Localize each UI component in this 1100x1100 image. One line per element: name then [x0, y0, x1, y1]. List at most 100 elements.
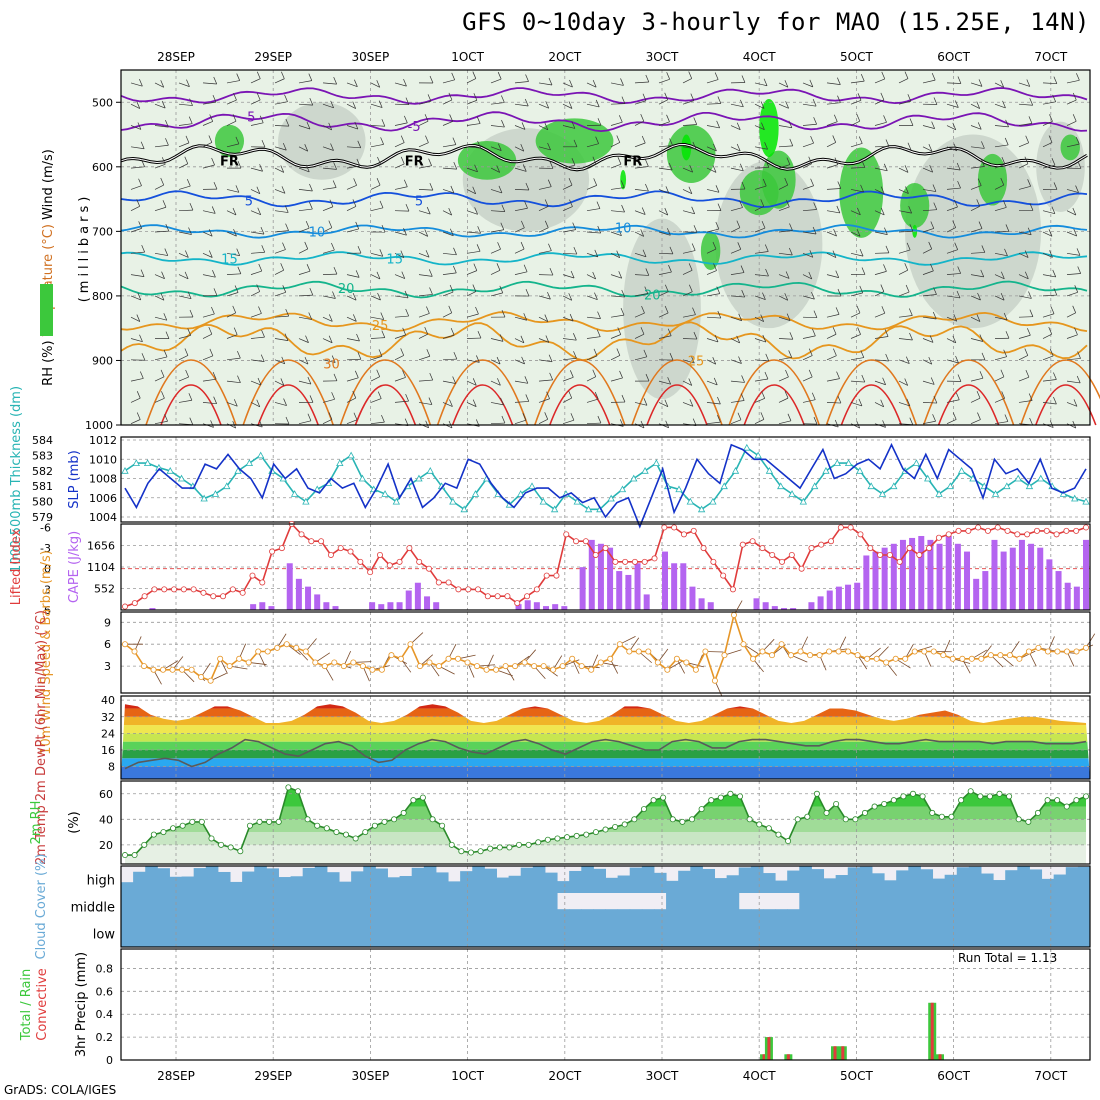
wind-barb [514, 271, 528, 275]
contour-label: 20 [338, 282, 355, 297]
wind-barb [284, 333, 289, 341]
wind-barb [1076, 73, 1080, 81]
wind-barb [802, 231, 817, 235]
wind-speed-line-point [607, 655, 614, 662]
wind-barb [472, 378, 477, 386]
wind-barb [394, 315, 409, 318]
cape-bar [607, 547, 614, 610]
wind-barb [714, 334, 719, 343]
wind-barb [717, 310, 722, 319]
wind-barb [760, 199, 765, 207]
thickness-line-point [991, 490, 1000, 497]
isotherm-arc [646, 384, 708, 426]
lifted-index-line-point [445, 579, 452, 586]
wind-barb [474, 207, 478, 215]
cloud-high-cell [145, 866, 158, 893]
cape-bar [561, 606, 568, 610]
wind-barb [185, 369, 189, 378]
wind-barb [377, 391, 382, 399]
wind-barb [658, 291, 669, 297]
wind-barb [881, 71, 886, 80]
y-tick-label: 600 [92, 161, 113, 174]
thickness-line-point [460, 505, 468, 513]
wind-barb [717, 96, 722, 104]
wind-barb [594, 292, 598, 300]
cloud-high-cell [532, 866, 546, 893]
wind-barb [957, 374, 962, 382]
wind-barb [376, 369, 381, 377]
rh2m-line-point [150, 831, 157, 838]
wind-barb [130, 185, 142, 190]
lifted-index-line-point [180, 586, 187, 593]
wind-barb [689, 399, 694, 407]
wind-speed-line-point [826, 648, 833, 655]
lifted-index-line-point [1063, 527, 1070, 534]
wind-barb [1026, 79, 1031, 87]
wind-barb [274, 269, 284, 275]
wind-barb [304, 356, 309, 365]
wind-barb [154, 420, 168, 425]
wind-barb [596, 201, 601, 209]
wind-speed-line-point [1083, 644, 1090, 651]
wind-barb [260, 354, 265, 362]
lifted-index-line-point [573, 538, 580, 545]
wind-barb [856, 114, 861, 122]
wind-barb [874, 167, 888, 172]
wind-barb [957, 180, 961, 189]
wind-barb [833, 114, 838, 122]
wind-barb [298, 80, 312, 84]
wind-speed-line-point [1054, 648, 1061, 655]
cloud-low-cell [423, 920, 437, 947]
wind-barb [933, 97, 938, 105]
wind-barb [909, 118, 914, 126]
rh-shading-area [666, 124, 716, 183]
wind-barb [994, 231, 1009, 233]
wind-barb [760, 314, 765, 322]
wind-barb [442, 79, 455, 84]
wind-barb [490, 422, 505, 425]
wind-barb [788, 350, 792, 358]
cape-bar [643, 594, 650, 610]
wind-barb [689, 165, 693, 173]
thickness-tick: 581 [32, 480, 53, 493]
wind-barb [1072, 305, 1077, 313]
freezing-level-line [120, 143, 1088, 171]
li-ylabel: Lifted Index [9, 528, 24, 605]
wind-barb [1025, 135, 1030, 143]
rh2m-line-point [688, 816, 695, 823]
rh2m-line-point [1015, 816, 1022, 823]
wind-barb [523, 313, 528, 321]
lifted-index-line-point [269, 548, 276, 555]
wind-barb [957, 266, 962, 274]
wind-barb [285, 308, 290, 317]
cloud-high-cell [908, 866, 921, 893]
wind-barb [226, 210, 237, 216]
cloud-high-cell [508, 875, 522, 893]
wind-barb [1018, 334, 1031, 339]
wind-barb [946, 82, 961, 84]
lifted-index-line-point [151, 586, 158, 593]
wind-barb [562, 252, 577, 255]
wind-barb [538, 206, 549, 212]
wind-barb [418, 210, 431, 215]
wind-barb [785, 369, 789, 378]
rh2m-line-point [439, 822, 446, 829]
wind-barb [1076, 248, 1081, 256]
wind-barb [730, 167, 744, 172]
thickness-line-point [1014, 474, 1022, 482]
wind-barb [976, 101, 981, 109]
wind-barb [309, 287, 314, 296]
wind-barb [473, 93, 478, 101]
wind-barb [946, 295, 961, 299]
lifted-index-line-point [582, 538, 589, 545]
wind-speed-line-point [626, 648, 633, 655]
wind-barb [322, 419, 333, 425]
wind-barb [573, 246, 578, 255]
wind-barb [922, 228, 934, 233]
cloud-middle-cell [702, 893, 716, 920]
cape-bar [332, 606, 339, 610]
lifted-index-line-point [122, 603, 129, 610]
wind-barb [352, 101, 357, 109]
wind-barb [424, 114, 429, 122]
wind-barb [138, 221, 142, 229]
